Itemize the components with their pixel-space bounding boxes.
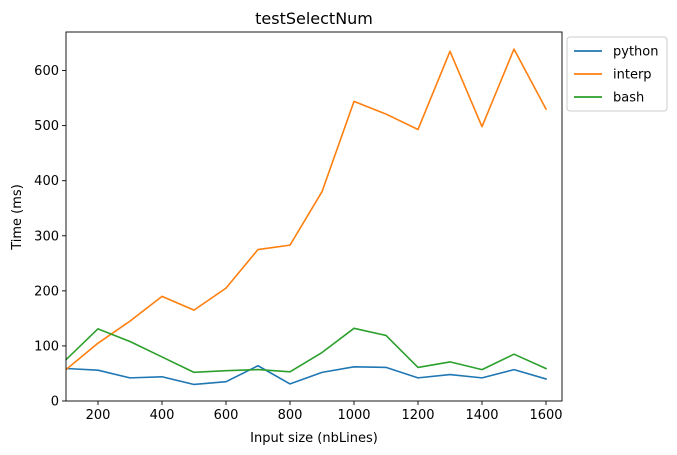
series-lines	[66, 48, 548, 386]
y-tick-label: 100	[34, 339, 59, 354]
y-axis-label: Time (ms)	[10, 184, 25, 251]
series-line-interp	[66, 48, 548, 371]
legend-label-python: python	[613, 45, 658, 60]
series-line-bash	[66, 327, 548, 374]
y-tick-label: 500	[34, 119, 59, 134]
legend-label-interp: interp	[613, 68, 652, 83]
legend-box	[566, 36, 668, 112]
x-tick-label: 1200	[401, 408, 434, 423]
x-tick-label: 800	[278, 408, 303, 423]
x-tick-label: 400	[150, 408, 175, 423]
x-tick-label: 1400	[465, 408, 498, 423]
chart-title: testSelectNum	[255, 9, 373, 28]
axes-frame	[65, 31, 563, 402]
y-tick-label: 300	[34, 229, 59, 244]
plot-layer	[66, 48, 548, 386]
legend-label-bash: bash	[613, 91, 644, 106]
y-tick-label: 600	[34, 64, 59, 79]
x-tick-label: 200	[86, 408, 111, 423]
x-axis-label: Input size (nbLines)	[250, 431, 378, 446]
series-line-python	[66, 364, 547, 386]
x-tick-label: 600	[214, 408, 239, 423]
y-tick-label: 0	[51, 395, 59, 410]
axes-layer: 200 400 600 800 1000 1200 1400 1600 0 100 200 300 40…	[34, 31, 563, 423]
y-tick-label: 200	[34, 284, 59, 299]
x-tick-label: 1000	[337, 408, 370, 423]
legend: python interp bash	[566, 36, 668, 112]
y-tick-label: 400	[34, 174, 59, 189]
x-tick-label: 1600	[529, 408, 562, 423]
